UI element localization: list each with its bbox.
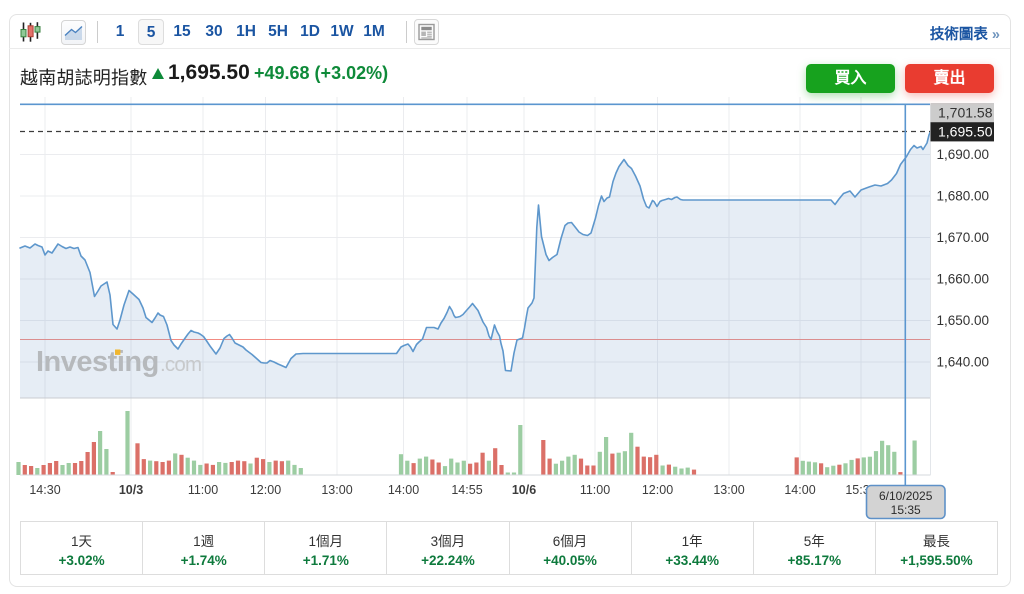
svg-text:1,650.00: 1,650.00 <box>937 313 990 328</box>
svg-text:15:35: 15:35 <box>891 503 921 517</box>
svg-text:14:55: 14:55 <box>451 483 482 497</box>
svg-text:14:30: 14:30 <box>29 483 60 497</box>
svg-text:14:00: 14:00 <box>784 483 815 497</box>
svg-text:1,690.00: 1,690.00 <box>937 147 990 162</box>
svg-text:1,695.50: 1,695.50 <box>938 124 993 140</box>
svg-text:10/3: 10/3 <box>119 483 143 497</box>
svg-text:13:00: 13:00 <box>713 483 744 497</box>
svg-text:.com: .com <box>160 353 201 376</box>
svg-text:1,660.00: 1,660.00 <box>937 272 990 287</box>
svg-text:1,640.00: 1,640.00 <box>937 355 990 370</box>
svg-text:1,680.00: 1,680.00 <box>937 189 990 204</box>
svg-text:10/6: 10/6 <box>512 483 536 497</box>
svg-text:11:00: 11:00 <box>188 483 218 497</box>
svg-text:13:00: 13:00 <box>321 483 352 497</box>
svg-text:11:00: 11:00 <box>580 483 610 497</box>
svg-text:12:00: 12:00 <box>250 483 281 497</box>
svg-text:1,670.00: 1,670.00 <box>937 230 990 245</box>
svg-text:14:00: 14:00 <box>388 483 419 497</box>
svg-text:6/10/2025: 6/10/2025 <box>879 489 933 503</box>
svg-text:Investing: Investing <box>36 346 159 378</box>
svg-text:1,701.58: 1,701.58 <box>938 105 993 121</box>
svg-text:12:00: 12:00 <box>642 483 673 497</box>
